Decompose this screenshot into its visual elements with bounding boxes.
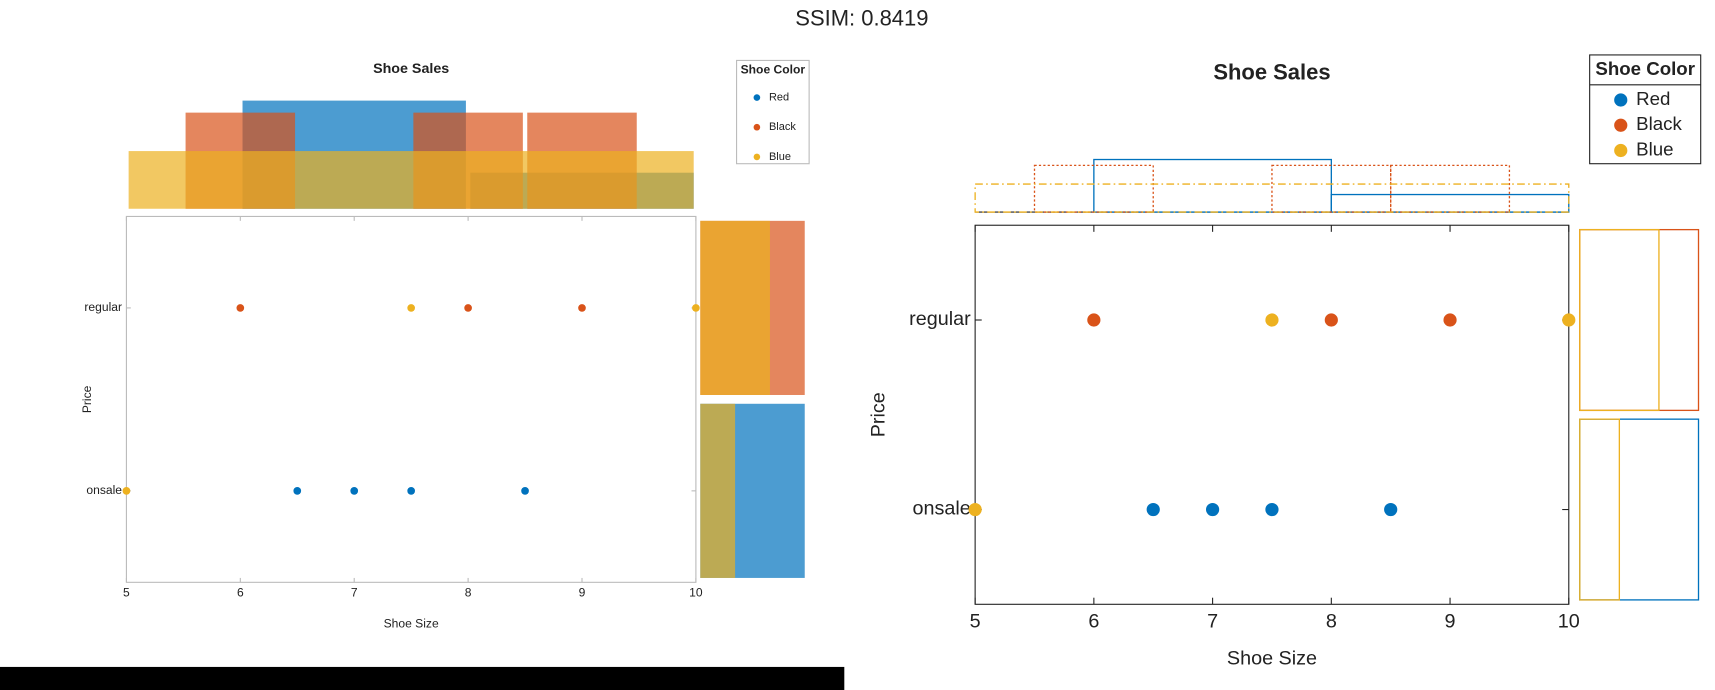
x-tick-label: 5 <box>970 610 981 632</box>
x-tick-label: 9 <box>579 585 586 599</box>
x-axis-label: Shoe Size <box>1227 647 1317 669</box>
point <box>1205 502 1220 517</box>
y-histogram-bar <box>700 220 770 395</box>
point <box>1562 313 1576 327</box>
point <box>1384 502 1398 517</box>
y-axis-label: Price <box>80 385 94 413</box>
legend-box <box>736 59 810 165</box>
axes-box <box>125 215 697 583</box>
point <box>122 487 131 495</box>
x-tick-label: 7 <box>1207 610 1218 632</box>
legend-marker <box>753 94 761 101</box>
y-tick-label: onsale <box>912 498 970 520</box>
legend-marker <box>1614 93 1628 107</box>
x-histogram-bar <box>1271 164 1392 213</box>
legend-marker <box>753 123 761 131</box>
header: SSIM: 0.8419 <box>795 6 928 31</box>
x-tick-label: 6 <box>237 585 244 599</box>
point <box>692 304 700 312</box>
x-tick-label: 10 <box>1558 610 1580 632</box>
legend-marker <box>1614 118 1628 132</box>
legend-marker <box>753 153 761 161</box>
point <box>350 487 359 495</box>
y-tick-label: regular <box>909 308 971 330</box>
y-histogram-bar <box>1579 228 1660 412</box>
x-tick-label: 8 <box>1326 610 1337 632</box>
point <box>236 304 245 312</box>
point <box>968 502 982 517</box>
x-axis-label: Shoe Size <box>384 616 439 630</box>
point <box>407 487 416 495</box>
y-histogram-bar <box>1579 418 1621 601</box>
x-tick-label: 9 <box>1445 610 1456 632</box>
point <box>1265 502 1279 517</box>
point <box>1087 313 1101 327</box>
x-tick-label: 8 <box>465 585 472 599</box>
legend-label: Black <box>769 121 796 133</box>
legend-label: Black <box>1636 113 1682 134</box>
point <box>1443 313 1457 327</box>
x-histogram-bar <box>974 183 1570 213</box>
legend-label: Red <box>1636 88 1670 109</box>
legend-label: Blue <box>769 151 791 163</box>
x-tick-label: 7 <box>351 585 358 599</box>
point <box>578 304 586 312</box>
chart-title: Shoe Sales <box>1213 59 1330 84</box>
point <box>1146 502 1160 517</box>
point <box>407 304 416 312</box>
y-histogram-bar <box>700 403 736 578</box>
y-tick-label: onsale <box>86 483 122 497</box>
y-tick-label: regular <box>84 300 122 314</box>
point <box>464 304 472 312</box>
x-tick-label: 6 <box>1088 610 1099 632</box>
legend-label: Red <box>769 91 789 103</box>
point <box>1324 313 1338 327</box>
point <box>293 487 302 495</box>
y-axis-label: Price <box>868 392 890 437</box>
point <box>521 487 529 495</box>
legend-title: Shoe Color <box>1595 58 1695 79</box>
legend-title: Shoe Color <box>741 62 806 76</box>
x-tick-label: 5 <box>123 585 130 599</box>
black-bar <box>0 666 845 690</box>
point <box>1265 313 1279 327</box>
chart-title: Shoe Sales <box>373 61 449 77</box>
legend-marker <box>1614 143 1628 158</box>
legend-box <box>1589 54 1702 165</box>
x-histogram-bar <box>128 151 694 209</box>
legend-label: Blue <box>1636 138 1673 159</box>
axes-box <box>974 224 1570 605</box>
x-tick-label: 10 <box>689 585 703 599</box>
